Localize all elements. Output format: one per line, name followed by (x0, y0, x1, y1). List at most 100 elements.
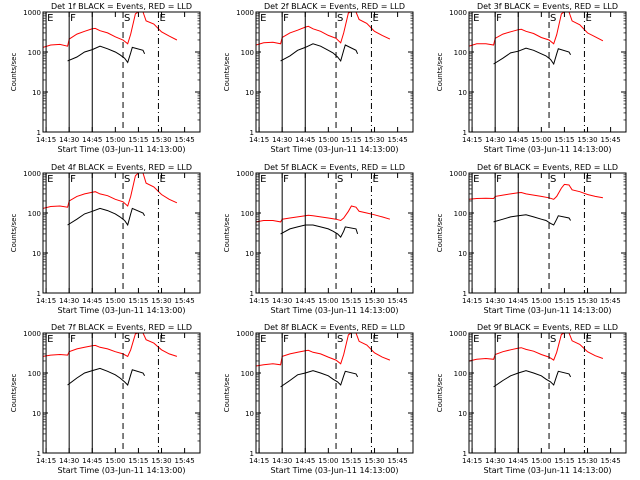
event-marker-label: F (70, 174, 76, 185)
y-tick-label: 1 (463, 450, 467, 458)
y-tick-label: 10 (458, 250, 467, 258)
y-tick-label: 1 (250, 129, 254, 137)
x-tick-label: 14:15 (462, 297, 482, 305)
x-tick-label: 15:30 (364, 136, 384, 144)
x-tick-label: 15:45 (175, 457, 195, 465)
x-tick-label: 14:15 (36, 457, 56, 465)
x-tick-label: 15:15 (554, 136, 574, 144)
x-tick-label: 14:45 (295, 297, 315, 305)
x-tick-label: 15:15 (341, 136, 361, 144)
plot-frame (255, 11, 414, 133)
x-tick-label: 14:45 (82, 297, 102, 305)
x-tick-label: 14:15 (249, 136, 269, 144)
detector-panel-8: Det 8f BLACK = Events, RED = LLD E F S E 1 10 1… (223, 323, 414, 475)
lld-series-line (43, 12, 178, 48)
y-tick-label: 100 (28, 49, 41, 57)
y-tick-label: 1000 (23, 9, 41, 17)
y-tick-label: 100 (28, 370, 41, 378)
x-tick-label: 15:00 (531, 297, 551, 305)
panel-title: Det 6f BLACK = Events, RED = LLD (477, 163, 618, 172)
y-tick-label: 1 (250, 290, 254, 298)
x-tick-label: 15:15 (128, 136, 148, 144)
y-tick-label: 100 (454, 370, 467, 378)
y-axis-label: Counts/sec (10, 53, 18, 92)
x-tick-label: 14:30 (485, 136, 505, 144)
plot-frame (42, 332, 201, 454)
x-tick-label: 14:30 (272, 457, 292, 465)
x-axis-label: Start Time (03-Jun-11 14:13:00) (58, 306, 186, 315)
y-tick-label: 1000 (236, 330, 254, 338)
y-tick-label: 100 (241, 210, 254, 218)
plot-frame (468, 172, 627, 294)
event-marker-label: F (496, 174, 502, 185)
events-series-line (67, 367, 146, 386)
x-tick-label: 15:45 (601, 136, 621, 144)
plot-frame (255, 172, 414, 294)
event-marker-label: S (550, 334, 556, 345)
x-tick-label: 15:45 (388, 136, 408, 144)
lld-series-line (469, 12, 604, 47)
detector-panel-5: Det 5f BLACK = Events, RED = LLD E F S E 1 10 1… (223, 163, 414, 315)
y-tick-label: 10 (32, 89, 41, 97)
y-tick-label: 100 (28, 210, 41, 218)
events-series-line (280, 43, 359, 62)
event-marker-label: F (496, 13, 502, 24)
event-marker-label: E (159, 13, 165, 24)
event-marker-label: E (585, 13, 591, 24)
lld-series-line (43, 333, 178, 358)
y-tick-label: 1 (37, 290, 41, 298)
event-marker-label: F (283, 13, 289, 24)
event-marker-label: E (372, 334, 378, 345)
event-marker-label: E (585, 334, 591, 345)
panel-title: Det 4f BLACK = Events, RED = LLD (51, 163, 192, 172)
panel-title: Det 9f BLACK = Events, RED = LLD (477, 323, 618, 332)
y-tick-label: 1 (250, 450, 254, 458)
lld-series-line (256, 205, 391, 223)
event-marker-label: F (283, 174, 289, 185)
x-tick-label: 15:00 (531, 457, 551, 465)
x-tick-label: 14:30 (485, 457, 505, 465)
x-tick-label: 15:45 (175, 136, 195, 144)
y-tick-label: 100 (454, 210, 467, 218)
y-tick-label: 10 (458, 410, 467, 418)
x-axis-label: Start Time (03-Jun-11 14:13:00) (271, 306, 399, 315)
y-tick-label: 1000 (236, 170, 254, 178)
y-tick-label: 1000 (449, 9, 467, 17)
y-tick-label: 10 (245, 89, 254, 97)
lld-series-line (256, 333, 391, 367)
y-tick-label: 100 (241, 370, 254, 378)
y-tick-label: 100 (454, 49, 467, 57)
plot-frame (468, 332, 627, 454)
x-tick-label: 15:00 (318, 297, 338, 305)
event-marker-label: E (159, 174, 165, 185)
detector-panel-1: Det 1f BLACK = Events, RED = LLD E F S E 1 10 1… (10, 2, 201, 154)
y-tick-label: 1000 (23, 170, 41, 178)
x-tick-label: 15:45 (601, 457, 621, 465)
event-marker-label: E (47, 13, 53, 24)
event-marker-label: E (260, 334, 266, 345)
x-tick-label: 15:30 (151, 297, 171, 305)
x-tick-label: 14:45 (82, 457, 102, 465)
x-tick-label: 15:00 (318, 136, 338, 144)
y-tick-label: 10 (245, 410, 254, 418)
y-axis-label: Counts/sec (436, 214, 444, 253)
y-tick-label: 1000 (23, 330, 41, 338)
x-tick-label: 15:45 (388, 457, 408, 465)
x-tick-label: 14:15 (462, 136, 482, 144)
x-tick-label: 14:45 (508, 136, 528, 144)
event-marker-label: S (550, 174, 556, 185)
detector-panel-7: Det 7f BLACK = Events, RED = LLD E F S E 1 10 1… (10, 323, 201, 475)
events-series-line (280, 224, 359, 238)
x-tick-label: 15:00 (105, 457, 125, 465)
x-tick-label: 14:45 (295, 136, 315, 144)
x-tick-label: 15:00 (531, 136, 551, 144)
x-tick-label: 15:30 (151, 457, 171, 465)
y-tick-label: 1 (37, 129, 41, 137)
x-tick-label: 15:30 (151, 136, 171, 144)
event-marker-label: E (260, 13, 266, 24)
event-marker-label: S (124, 334, 130, 345)
y-tick-label: 1 (463, 129, 467, 137)
x-tick-label: 15:30 (577, 297, 597, 305)
x-axis-label: Start Time (03-Jun-11 14:13:00) (484, 466, 612, 475)
events-series-line (493, 370, 572, 388)
